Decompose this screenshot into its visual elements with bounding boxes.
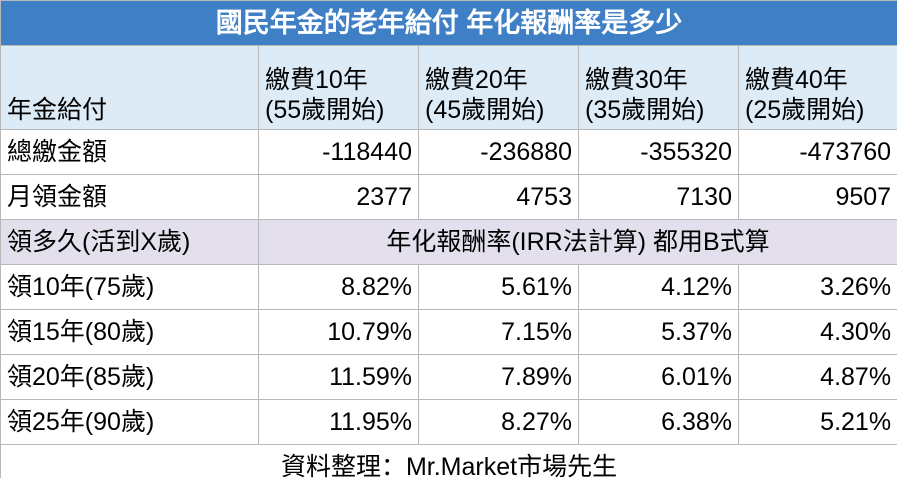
amount-value: 7130	[578, 174, 739, 220]
column-header-line: (45歲開始)	[425, 96, 545, 124]
rate-value: 6.01%	[578, 354, 739, 400]
rate-row: 領25年(90歲) 11.95% 8.27% 6.38% 5.21%	[0, 399, 897, 445]
rate-value: 5.21%	[737, 399, 897, 445]
amount-value: 2377	[258, 174, 419, 220]
rate-label: 領10年(75歲)	[0, 264, 259, 310]
header-row: 年金給付 繳費10年 (55歲開始) 繳費20年 (45歲開始) 繳費30年 (35歲開始)…	[0, 45, 897, 130]
amount-value: -236880	[418, 129, 579, 175]
rate-value: 4.87%	[737, 354, 897, 400]
column-header: 繳費40年 (25歲開始)	[737, 45, 897, 130]
rate-label: 領20年(85歲)	[0, 354, 259, 400]
column-header: 繳費10年 (55歲開始)	[258, 45, 419, 130]
amount-value: -355320	[578, 129, 739, 175]
rate-value: 7.89%	[418, 354, 579, 400]
column-header-line: 繳費30年	[585, 66, 688, 94]
rate-value: 4.12%	[578, 264, 739, 310]
column-header-line: 繳費10年	[265, 66, 368, 94]
column-header-line: (55歲開始)	[265, 96, 385, 124]
column-header: 繳費30年 (35歲開始)	[578, 45, 739, 130]
amount-label: 總繳金額	[0, 129, 259, 175]
rate-value: 11.59%	[258, 354, 419, 400]
rate-value: 5.61%	[418, 264, 579, 310]
column-header-line: (25歲開始)	[745, 96, 865, 124]
rate-value: 11.95%	[258, 399, 419, 445]
rate-value: 8.27%	[418, 399, 579, 445]
rate-value: 10.79%	[258, 309, 419, 355]
rate-value: 5.37%	[578, 309, 739, 355]
column-header-line: 繳費20年	[425, 66, 528, 94]
rate-row: 領15年(80歲) 10.79% 7.15% 5.37% 4.30%	[0, 309, 897, 355]
column-header: 繳費20年 (45歲開始)	[418, 45, 579, 130]
amount-label: 月領金額	[0, 174, 259, 220]
rate-label: 領25年(90歲)	[0, 399, 259, 445]
section-note: 年化報酬率(IRR法計算) 都用B式算	[257, 219, 897, 265]
title-row: 國民年金的老年給付 年化報酬率是多少	[0, 0, 897, 46]
amount-value: -118440	[258, 129, 419, 175]
section-label: 領多久(活到X歲)	[0, 219, 259, 265]
rate-value: 4.30%	[737, 309, 897, 355]
amount-value: 4753	[418, 174, 579, 220]
column-header-line: (35歲開始)	[585, 96, 705, 124]
rate-value: 6.38%	[578, 399, 739, 445]
footer-row: 資料整理：Mr.Market市場先生	[0, 444, 897, 478]
title: 國民年金的老年給付 年化報酬率是多少	[0, 0, 897, 46]
rate-value: 8.82%	[258, 264, 419, 310]
amount-value: -473760	[737, 129, 897, 175]
rate-label: 領15年(80歲)	[0, 309, 259, 355]
rate-row: 領10年(75歲) 8.82% 5.61% 4.12% 3.26%	[0, 264, 897, 310]
column-header-line: 繳費40年	[745, 66, 848, 94]
amount-value: 9507	[737, 174, 897, 220]
rate-value: 3.26%	[737, 264, 897, 310]
header-label: 年金給付	[0, 45, 259, 130]
section-row: 領多久(活到X歲) 年化報酬率(IRR法計算) 都用B式算	[0, 219, 897, 265]
amount-row: 月領金額 2377 4753 7130 9507	[0, 174, 897, 220]
rate-value: 7.15%	[418, 309, 579, 355]
rate-row: 領20年(85歲) 11.59% 7.89% 6.01% 4.87%	[0, 354, 897, 400]
footer: 資料整理：Mr.Market市場先生	[0, 444, 897, 478]
amount-row: 總繳金額 -118440 -236880 -355320 -473760	[0, 129, 897, 175]
